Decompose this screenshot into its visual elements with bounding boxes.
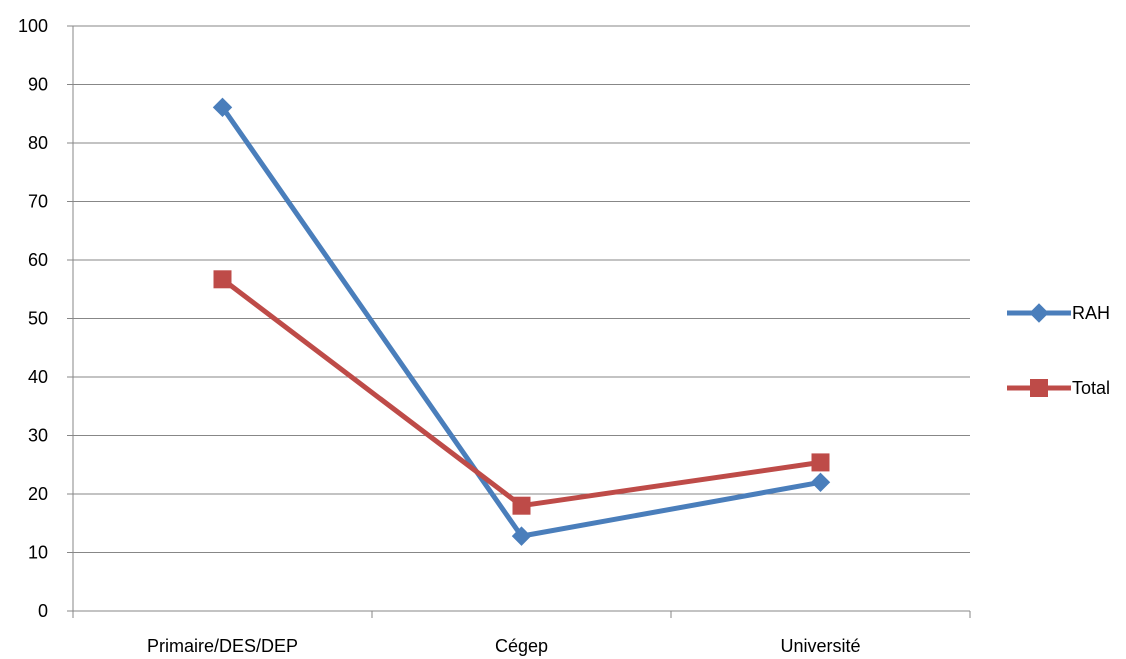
series-total xyxy=(213,270,830,515)
x-category-label: Cégep xyxy=(495,636,548,656)
legend: RAH Total xyxy=(1007,303,1110,398)
series-line-total xyxy=(220,277,821,509)
y-tick-label: 30 xyxy=(28,426,48,446)
y-tick-label: 40 xyxy=(28,367,48,387)
series-area xyxy=(212,97,831,546)
y-tick-label: 60 xyxy=(28,250,48,270)
y-tick-label: 100 xyxy=(18,16,48,36)
y-tick-label: 70 xyxy=(28,192,48,212)
legend-swatch-marker xyxy=(1029,303,1049,323)
legend-swatch-marker xyxy=(1030,379,1048,397)
data-point-total-2 xyxy=(811,453,830,472)
y-tick-label: 0 xyxy=(38,601,48,621)
series-line-rah xyxy=(220,105,821,539)
series-rah xyxy=(212,97,831,546)
x-category-label: Université xyxy=(780,636,860,656)
legend-item-rah: RAH xyxy=(1007,303,1110,323)
y-tick-label: 90 xyxy=(28,75,48,95)
data-point-rah-0 xyxy=(212,97,233,118)
legend-label: RAH xyxy=(1072,303,1110,323)
y-tick-label: 80 xyxy=(28,133,48,153)
data-point-total-0 xyxy=(213,270,232,289)
data-point-rah-2 xyxy=(810,472,831,493)
axes: 0 10 20 30 40 50 60 70 80 90 100 Primaire/DES/DEP Cé… xyxy=(18,16,971,656)
y-tick-label: 10 xyxy=(28,543,48,563)
data-point-total-1 xyxy=(512,496,531,515)
legend-item-total: Total xyxy=(1007,378,1110,398)
x-category-label: Primaire/DES/DEP xyxy=(147,636,298,656)
legend-label: Total xyxy=(1072,378,1110,398)
y-tick-label: 20 xyxy=(28,484,48,504)
gridlines xyxy=(73,25,970,553)
data-point-rah-1 xyxy=(511,526,532,546)
y-tick-label: 50 xyxy=(28,309,48,329)
